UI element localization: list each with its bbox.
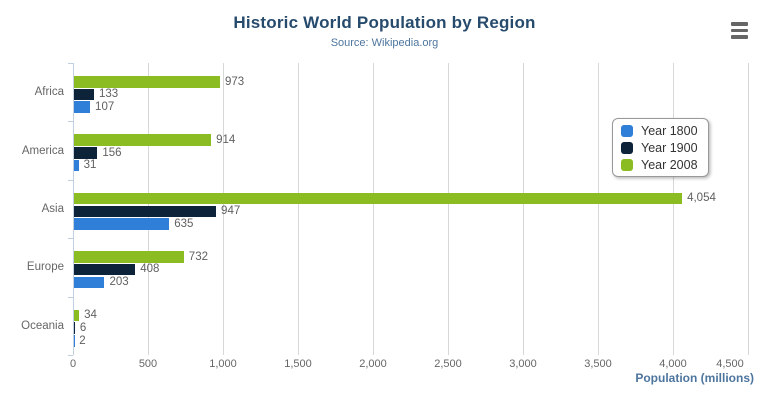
bar-value-label: 947 [221, 205, 241, 217]
bar-value-label: 133 [98, 88, 119, 101]
category-label-asia: Asia [41, 203, 64, 215]
chart-title: Historic World Population by Region [233, 13, 536, 32]
chart-subtitle: Source: Wikipedia.org [330, 37, 439, 49]
bar-value-label: 107 [95, 100, 115, 113]
bar-value-label: 408 [140, 263, 160, 276]
legend-item-year-2008[interactable]: Year 2008 [621, 156, 698, 173]
bar-value-label: 156 [102, 146, 122, 159]
hamburger-icon [731, 35, 748, 39]
bar-oceania-year-1900[interactable] [74, 322, 75, 334]
bar-asia-year-1800[interactable] [74, 218, 170, 230]
gridline [373, 63, 374, 355]
bar-europe-year-2008[interactable] [74, 251, 184, 263]
bar-value-label: 635 [174, 217, 194, 230]
x-axis-tick-label: 2,500 [434, 358, 462, 370]
bar-america-year-2008[interactable] [74, 134, 212, 146]
gridline [223, 63, 224, 355]
bar-asia-year-2008[interactable] [74, 192, 683, 205]
category-axis-tick [68, 296, 73, 298]
x-axis-tick-label: 4,000 [659, 358, 687, 370]
bar-value-label: 203 [109, 276, 129, 289]
bar-value-label: 2 [79, 334, 86, 347]
bar-africa-year-1800[interactable] [74, 101, 91, 113]
bar-america-year-1800[interactable] [74, 159, 79, 172]
bar-europe-year-1900[interactable] [74, 263, 136, 276]
legend-label: Year 2008 [641, 157, 698, 172]
bar-value-label: 732 [188, 250, 208, 263]
bar-asia-year-1900[interactable] [74, 205, 217, 217]
bar-value-label: 4,054 [687, 192, 716, 205]
category-label-oceania: Oceania [21, 319, 64, 332]
bar-america-year-1900[interactable] [74, 147, 98, 159]
category-label-europe: Europe [26, 261, 64, 274]
export-menu-button[interactable] [729, 19, 751, 43]
category-label-america: America [21, 144, 64, 157]
category-axis-tick [68, 238, 73, 240]
x-axis-tick-label: 1,000 [209, 358, 237, 370]
bar-africa-year-1900[interactable] [74, 88, 94, 101]
x-axis-tick-label: 1,500 [284, 358, 312, 370]
category-axis-tick [68, 121, 73, 123]
bar-value-label: 31 [83, 159, 97, 172]
hamburger-icon [731, 28, 748, 33]
legend-label: Year 1800 [641, 123, 698, 138]
gridline [523, 63, 524, 355]
gridline [598, 63, 599, 355]
legend-swatch-year-1900 [621, 141, 633, 154]
bar-africa-year-2008[interactable] [74, 76, 220, 88]
bar-value-label: 914 [216, 133, 236, 146]
legend-swatch-year-2008 [621, 158, 633, 171]
legend: Year 1800 Year 1900 Year 2008 [612, 118, 709, 177]
gridline [298, 63, 299, 355]
gridline [673, 63, 674, 355]
legend-label: Year 1900 [641, 140, 698, 155]
legend-item-year-1900[interactable]: Year 1900 [621, 139, 698, 156]
bar-value-label: 973 [224, 75, 245, 88]
bar-value-label: 34 [84, 309, 97, 322]
x-axis-tick-label: 3,000 [509, 358, 537, 370]
bar-oceania-year-2008[interactable] [74, 309, 80, 322]
x-axis-tick-label: 0 [69, 358, 77, 370]
legend-item-year-1800[interactable]: Year 1800 [621, 122, 698, 139]
category-axis-line [73, 63, 74, 355]
gridline [748, 63, 749, 355]
category-axis-tick [68, 355, 73, 356]
x-axis-tick-label: 3,500 [584, 358, 612, 370]
x-axis-tick-label: 2,000 [359, 358, 387, 370]
category-label-africa: Africa [34, 86, 64, 99]
x-axis-tick-label: 500 [138, 358, 158, 370]
bar-value-label: 6 [79, 321, 87, 334]
x-axis-tick-label: 4,500 [716, 358, 744, 370]
category-axis-tick [68, 179, 73, 181]
category-axis-tick [68, 63, 73, 64]
gridline [448, 63, 449, 355]
x-axis-title: Population (millions) [635, 371, 754, 385]
hamburger-icon [731, 22, 748, 26]
bar-europe-year-1800[interactable] [74, 276, 105, 289]
legend-swatch-year-1800 [621, 124, 633, 137]
